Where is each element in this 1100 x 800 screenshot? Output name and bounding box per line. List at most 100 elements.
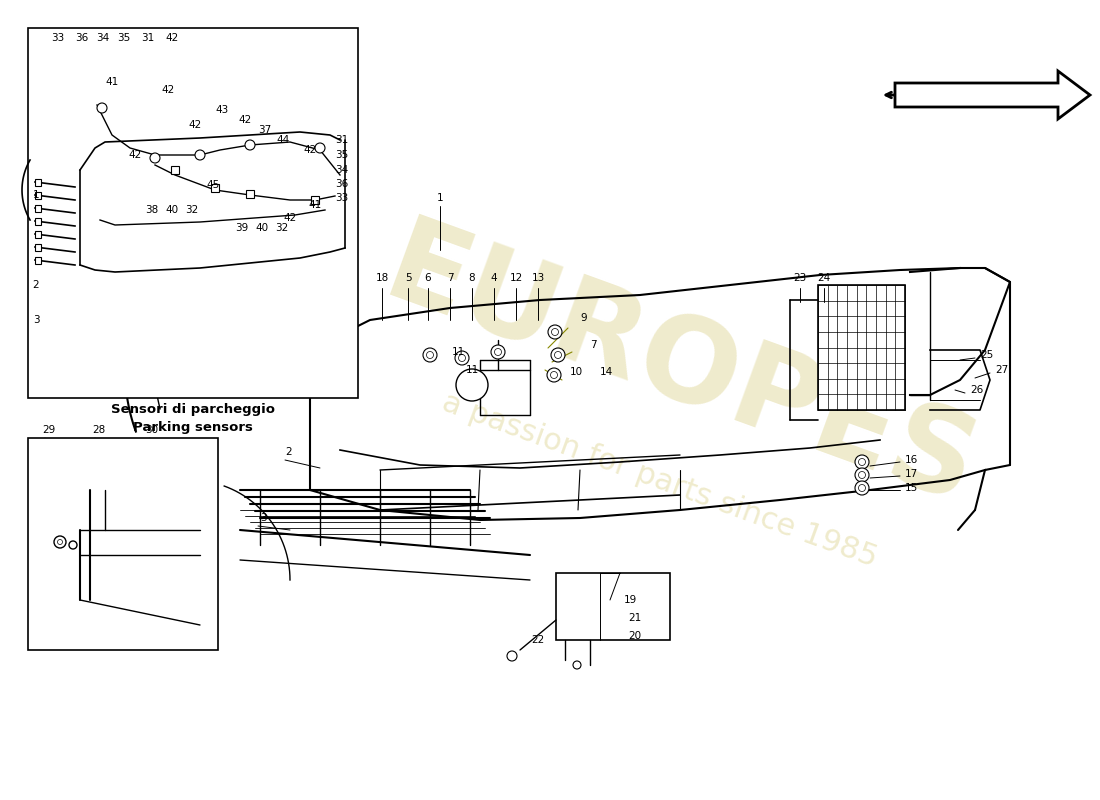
FancyBboxPatch shape bbox=[246, 190, 254, 198]
Text: 5: 5 bbox=[405, 273, 411, 283]
Text: 13: 13 bbox=[531, 273, 544, 283]
Text: 31: 31 bbox=[336, 135, 349, 145]
FancyBboxPatch shape bbox=[170, 166, 179, 174]
Polygon shape bbox=[895, 82, 1060, 108]
FancyBboxPatch shape bbox=[818, 285, 905, 410]
Circle shape bbox=[858, 458, 866, 466]
Text: 37: 37 bbox=[258, 125, 272, 135]
Text: 32: 32 bbox=[275, 223, 288, 233]
Text: 22: 22 bbox=[531, 635, 544, 645]
Circle shape bbox=[548, 325, 562, 339]
Text: 1: 1 bbox=[33, 190, 40, 200]
FancyBboxPatch shape bbox=[35, 192, 41, 199]
FancyBboxPatch shape bbox=[35, 244, 41, 251]
Text: 1: 1 bbox=[437, 193, 443, 203]
Text: 44: 44 bbox=[276, 135, 289, 145]
Circle shape bbox=[54, 536, 66, 548]
Circle shape bbox=[459, 354, 465, 362]
Polygon shape bbox=[895, 71, 1090, 119]
Text: EUROPES: EUROPES bbox=[370, 210, 991, 530]
Circle shape bbox=[427, 351, 433, 358]
FancyBboxPatch shape bbox=[211, 184, 219, 192]
FancyBboxPatch shape bbox=[35, 205, 41, 212]
Text: 40: 40 bbox=[165, 205, 178, 215]
Circle shape bbox=[150, 153, 160, 163]
Text: 7: 7 bbox=[590, 340, 596, 350]
Text: 20: 20 bbox=[628, 631, 641, 641]
Text: 35: 35 bbox=[118, 33, 131, 43]
FancyBboxPatch shape bbox=[35, 218, 41, 225]
Text: 28: 28 bbox=[92, 425, 106, 435]
Text: 19: 19 bbox=[624, 595, 637, 605]
Circle shape bbox=[491, 345, 505, 359]
Text: 42: 42 bbox=[304, 145, 317, 155]
Text: 39: 39 bbox=[235, 223, 249, 233]
Text: 35: 35 bbox=[336, 150, 349, 160]
Text: 24: 24 bbox=[817, 273, 830, 283]
Circle shape bbox=[550, 371, 558, 378]
Text: 42: 42 bbox=[129, 150, 142, 160]
Text: 6: 6 bbox=[425, 273, 431, 283]
Circle shape bbox=[858, 485, 866, 491]
Text: 41: 41 bbox=[106, 77, 119, 87]
Circle shape bbox=[455, 351, 469, 365]
Circle shape bbox=[551, 348, 565, 362]
Text: 31: 31 bbox=[142, 33, 155, 43]
Circle shape bbox=[495, 349, 502, 355]
Circle shape bbox=[858, 471, 866, 478]
Circle shape bbox=[456, 369, 488, 401]
Text: 2: 2 bbox=[33, 280, 40, 290]
Text: 41: 41 bbox=[308, 200, 321, 210]
Polygon shape bbox=[1060, 78, 1090, 112]
Circle shape bbox=[573, 661, 581, 669]
Circle shape bbox=[855, 481, 869, 495]
Text: 14: 14 bbox=[600, 367, 614, 377]
Circle shape bbox=[424, 348, 437, 362]
Text: 30: 30 bbox=[145, 425, 158, 435]
Circle shape bbox=[69, 541, 77, 549]
Text: 17: 17 bbox=[905, 469, 918, 479]
Circle shape bbox=[57, 539, 63, 545]
Text: Sensori di parcheggio: Sensori di parcheggio bbox=[111, 403, 275, 417]
Text: 36: 36 bbox=[76, 33, 89, 43]
Circle shape bbox=[507, 651, 517, 661]
Text: 45: 45 bbox=[207, 180, 220, 190]
Text: 42: 42 bbox=[162, 85, 175, 95]
FancyBboxPatch shape bbox=[556, 573, 670, 640]
Text: 33: 33 bbox=[336, 193, 349, 203]
Text: 27: 27 bbox=[996, 365, 1009, 375]
Text: 36: 36 bbox=[336, 179, 349, 189]
FancyBboxPatch shape bbox=[35, 231, 41, 238]
FancyBboxPatch shape bbox=[35, 179, 41, 186]
FancyBboxPatch shape bbox=[28, 438, 218, 650]
Text: 42: 42 bbox=[165, 33, 178, 43]
Text: 34: 34 bbox=[97, 33, 110, 43]
Text: 38: 38 bbox=[145, 205, 158, 215]
Text: 26: 26 bbox=[970, 385, 983, 395]
Text: 21: 21 bbox=[628, 613, 641, 623]
Text: 9: 9 bbox=[580, 313, 586, 323]
Text: a passion for parts since 1985: a passion for parts since 1985 bbox=[439, 387, 881, 573]
Circle shape bbox=[245, 140, 255, 150]
Text: 3: 3 bbox=[33, 315, 40, 325]
Text: 29: 29 bbox=[42, 425, 55, 435]
Text: 10: 10 bbox=[570, 367, 583, 377]
Text: 32: 32 bbox=[186, 205, 199, 215]
Text: 23: 23 bbox=[793, 273, 806, 283]
Text: 16: 16 bbox=[905, 455, 918, 465]
Text: 7: 7 bbox=[447, 273, 453, 283]
Text: 18: 18 bbox=[375, 273, 388, 283]
Text: 34: 34 bbox=[336, 165, 349, 175]
Text: 15: 15 bbox=[905, 483, 918, 493]
Text: 33: 33 bbox=[52, 33, 65, 43]
Text: 4: 4 bbox=[491, 273, 497, 283]
Text: Parking sensors: Parking sensors bbox=[133, 422, 253, 434]
Circle shape bbox=[315, 143, 324, 153]
Text: 42: 42 bbox=[284, 213, 297, 223]
Circle shape bbox=[551, 329, 559, 335]
Text: 11: 11 bbox=[451, 347, 464, 357]
Circle shape bbox=[547, 368, 561, 382]
Text: 3: 3 bbox=[260, 513, 266, 523]
Circle shape bbox=[554, 351, 561, 358]
FancyBboxPatch shape bbox=[28, 28, 358, 398]
